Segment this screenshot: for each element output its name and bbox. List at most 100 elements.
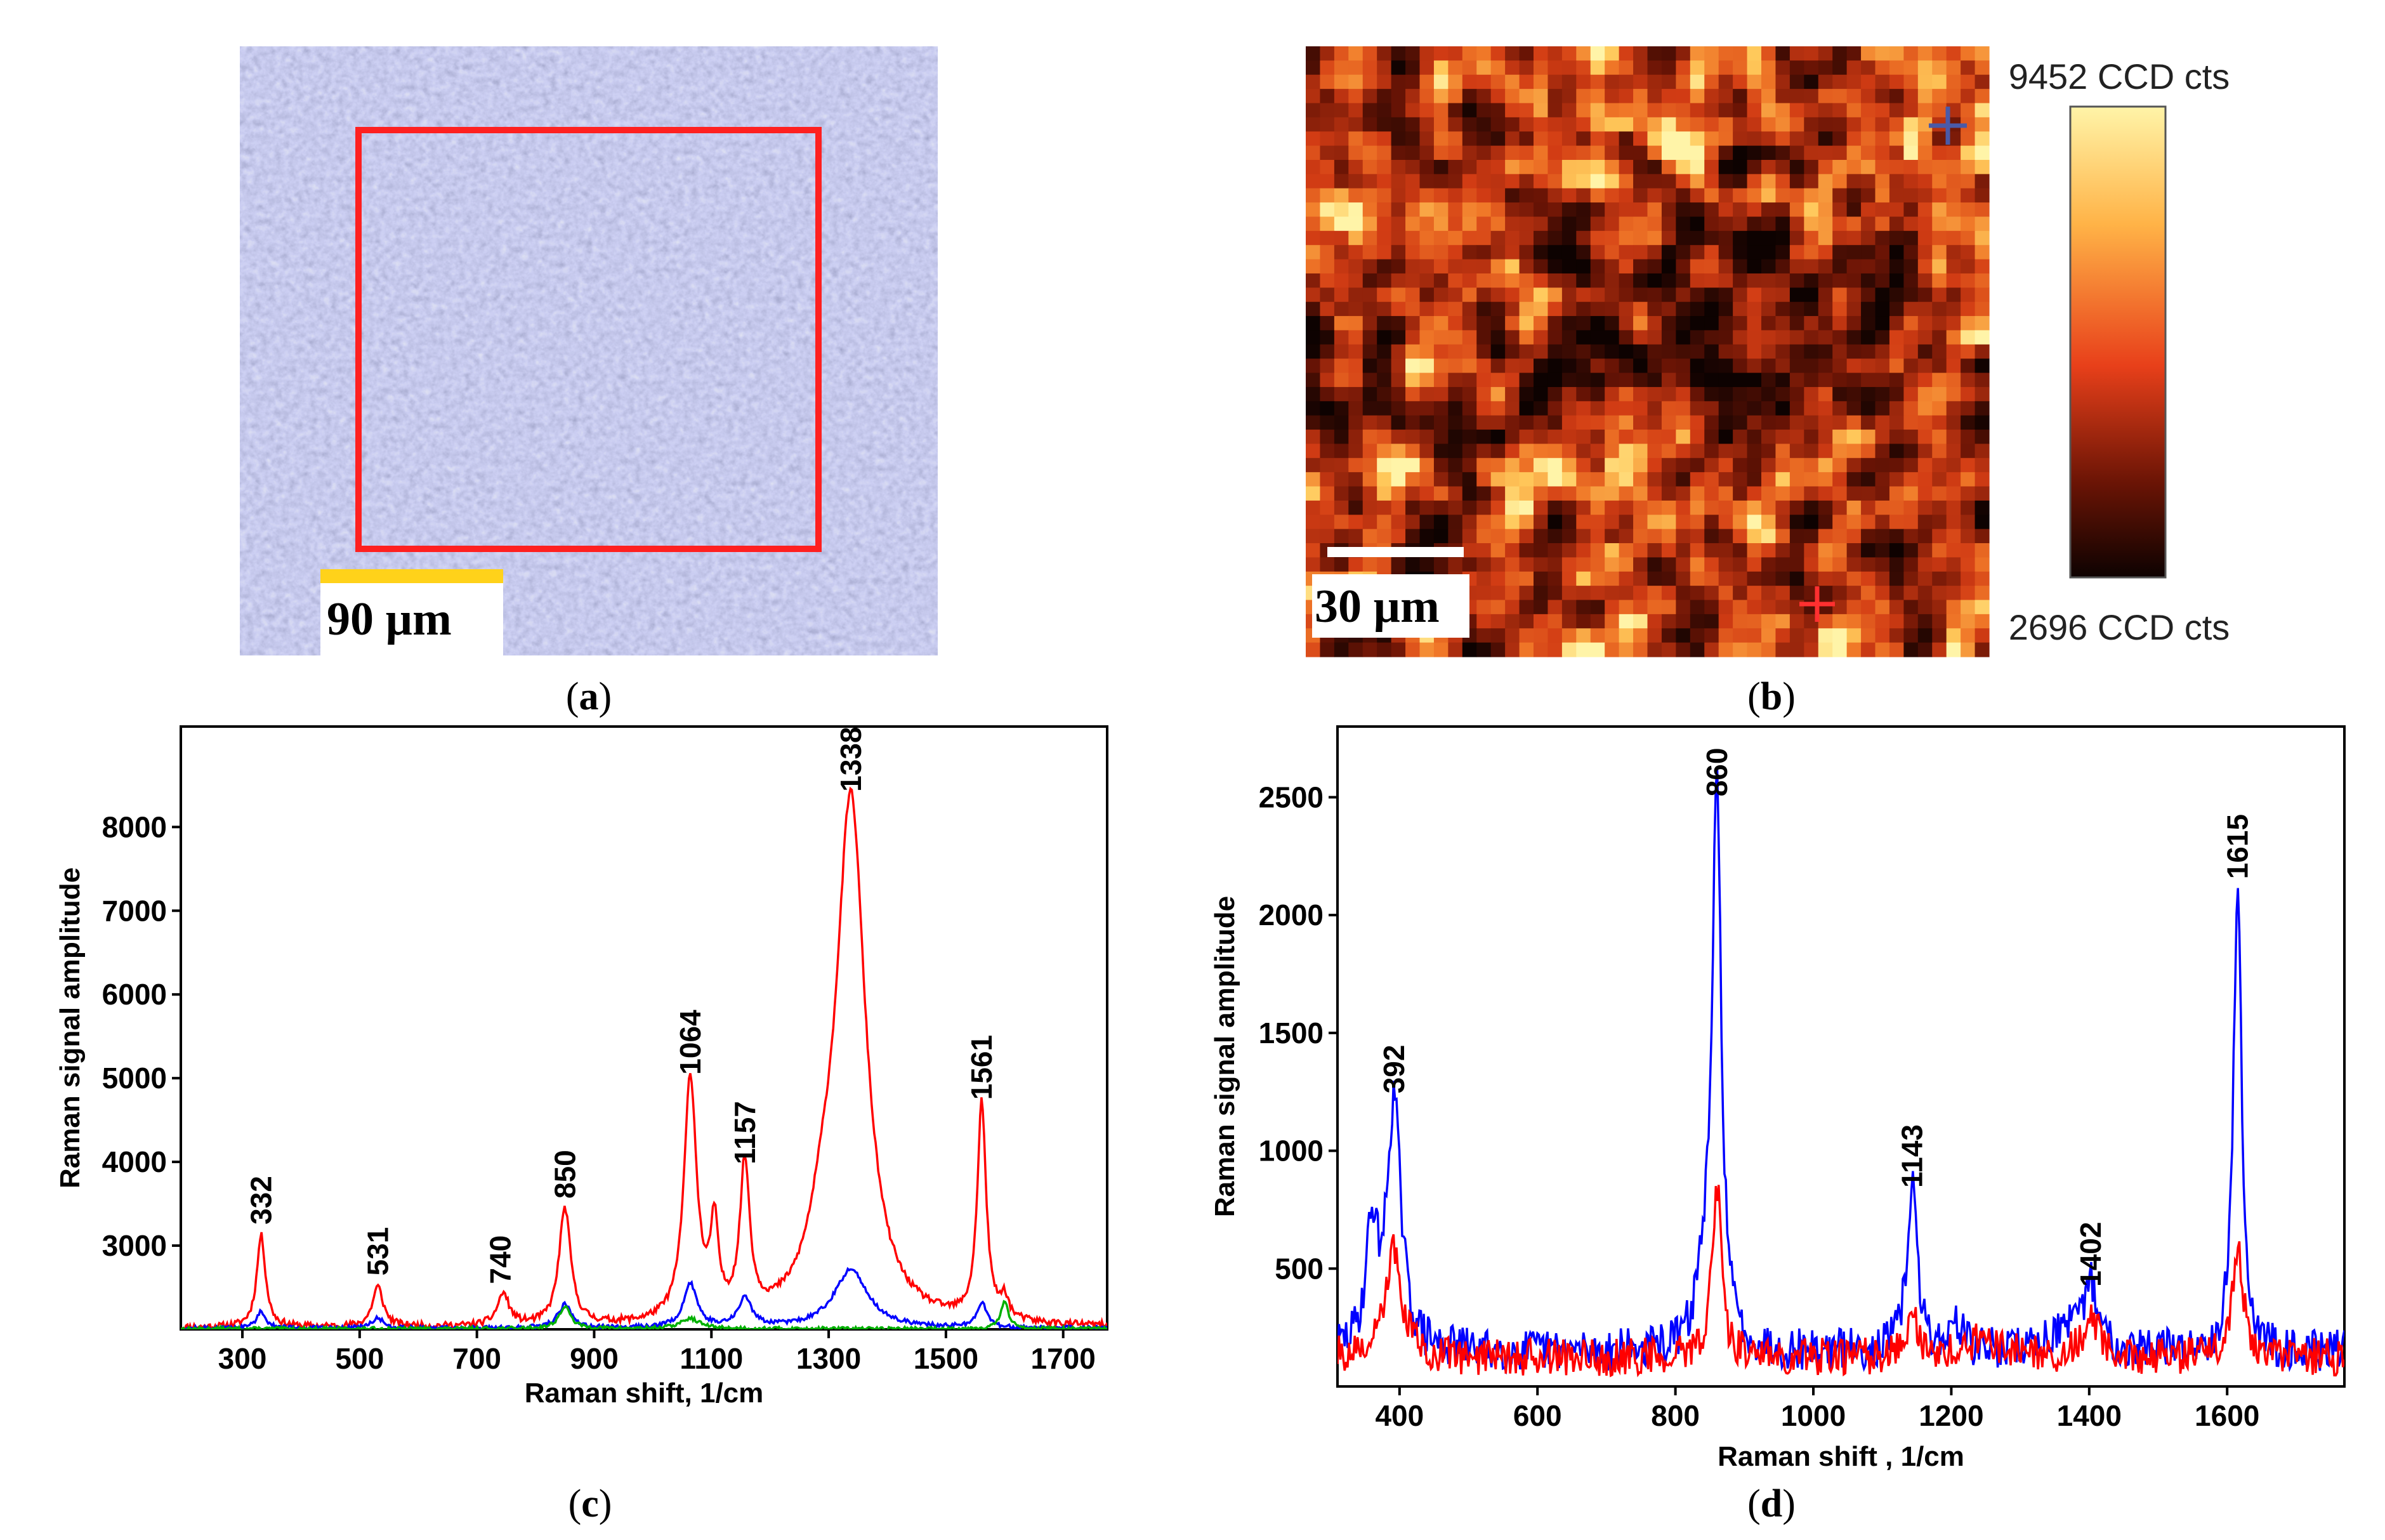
heatmap-cell <box>1804 273 1819 288</box>
heatmap-cell <box>1547 287 1563 303</box>
heatmap-cell <box>1534 586 1549 601</box>
heatmap-cell <box>1561 103 1577 118</box>
heatmap-cell <box>1334 245 1349 260</box>
heatmap-cell <box>1718 543 1733 558</box>
heatmap-cell <box>1961 259 1976 274</box>
heatmap-cell <box>1903 230 1919 246</box>
heatmap-cell <box>1505 301 1520 317</box>
heatmap-cell <box>1661 60 1676 76</box>
heatmap-cell <box>1647 330 1662 345</box>
heatmap-cell <box>1377 273 1392 288</box>
heatmap-cell <box>1789 174 1804 189</box>
heatmap-cell <box>1306 245 1321 260</box>
heatmap-cell <box>1961 245 1976 260</box>
heatmap-cell <box>1832 500 1848 515</box>
heatmap-cell <box>1519 415 1534 430</box>
heatmap-cell <box>1804 386 1819 402</box>
heatmap-cell <box>1676 543 1691 558</box>
heatmap-cell <box>1561 430 1577 445</box>
heatmap-cell <box>1903 415 1919 430</box>
heatmap-cell <box>1861 216 1876 232</box>
heatmap-cell <box>1647 316 1662 331</box>
heatmap-cell <box>1903 287 1919 303</box>
heatmap-cell <box>1903 131 1919 147</box>
panel-b: 30 µm 9452 CCD cts 2696 CCD cts (b) <box>1306 46 2230 718</box>
heatmap-cell <box>1605 230 1620 246</box>
heatmap-cell <box>1946 230 1961 246</box>
heatmap-cell <box>1448 330 1463 345</box>
heatmap-cell <box>1747 174 1762 189</box>
heatmap-cell <box>1932 174 1947 189</box>
heatmap-cell <box>1946 174 1961 189</box>
heatmap-cell <box>1433 401 1449 416</box>
heatmap-cell <box>1462 386 1477 402</box>
heatmap-cell <box>1505 230 1520 246</box>
heatmap-cell <box>1433 131 1449 147</box>
heatmap-cell <box>1391 386 1406 402</box>
heatmap-cell <box>1405 145 1421 161</box>
heatmap-cell <box>1690 230 1705 246</box>
heatmap-cell <box>1334 188 1349 203</box>
heatmap-cell <box>1761 401 1777 416</box>
heatmap-cell <box>1519 430 1534 445</box>
heatmap-cell <box>1861 159 1876 174</box>
heatmap-cell <box>1320 386 1335 402</box>
heatmap-cell <box>1419 131 1435 147</box>
heatmap-cell <box>1846 273 1862 288</box>
heatmap-cell <box>1733 571 1748 586</box>
heatmap-cell <box>1377 131 1392 147</box>
heatmap-cell <box>1576 359 1591 374</box>
heatmap-cell <box>1974 74 1990 89</box>
heatmap-cell <box>1462 457 1477 473</box>
y-tick-label: 1500 <box>1259 1017 1324 1050</box>
heatmap-cell <box>1348 287 1363 303</box>
peak-label: 1157 <box>728 1101 761 1164</box>
heatmap-cell <box>1405 74 1421 89</box>
heatmap-cell <box>1661 159 1676 174</box>
heatmap-cell <box>1647 117 1662 132</box>
heatmap-cell <box>1676 359 1691 374</box>
heatmap-cell <box>1747 188 1762 203</box>
heatmap-cell <box>1534 529 1549 544</box>
heatmap-cell <box>1448 174 1463 189</box>
heatmap-cell <box>1818 316 1833 331</box>
heatmap-cell <box>1704 486 1719 501</box>
heatmap-cell <box>1391 202 1406 218</box>
heatmap-cell <box>1590 457 1605 473</box>
heatmap-cell <box>1718 230 1733 246</box>
heatmap-cell <box>1490 60 1506 76</box>
heatmap-cell <box>1917 515 1933 530</box>
heatmap-cell <box>1804 486 1819 501</box>
heatmap-cell <box>1362 557 1377 572</box>
heatmap-cell <box>1405 457 1421 473</box>
heatmap-cell <box>1932 287 1947 303</box>
heatmap-cell <box>1818 174 1833 189</box>
heatmap-cell <box>1547 444 1563 459</box>
heatmap-cell <box>1718 372 1733 388</box>
heatmap-cell <box>1306 103 1321 118</box>
heatmap-cell <box>1961 188 1976 203</box>
heatmap-cell <box>1320 372 1335 388</box>
heatmap-cell <box>1505 287 1520 303</box>
heatmap-cell <box>1974 386 1990 402</box>
heatmap-cell <box>1377 529 1392 544</box>
heatmap-cell <box>1718 316 1733 331</box>
heatmap-cell <box>1334 117 1349 132</box>
heatmap-cell <box>1946 60 1961 76</box>
heatmap-cell <box>1505 131 1520 147</box>
heatmap-cell <box>1733 386 1748 402</box>
heatmap-cell <box>1619 486 1634 501</box>
heatmap-cell <box>1605 401 1620 416</box>
heatmap-cell <box>1974 131 1990 147</box>
heatmap-cell <box>1505 117 1520 132</box>
heatmap-cell <box>1590 586 1605 601</box>
heatmap-cell <box>1961 642 1976 657</box>
heatmap-cell <box>1861 103 1876 118</box>
heatmap-cell <box>1775 500 1790 515</box>
heatmap-cell <box>1704 359 1719 374</box>
heatmap-cell <box>1704 529 1719 544</box>
x-axis-title: Raman shift, 1/cm <box>525 1378 764 1409</box>
heatmap-cell <box>1306 60 1321 76</box>
heatmap-cell <box>1846 159 1862 174</box>
heatmap-cell <box>1676 316 1691 331</box>
